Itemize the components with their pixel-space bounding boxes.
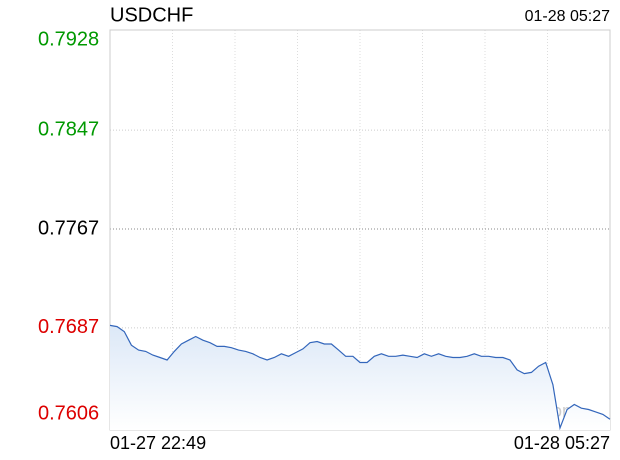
y-tick-label: 0.7606 — [38, 402, 99, 424]
y-tick-label: 0.7847 — [38, 118, 99, 140]
timestamp: 01-28 05:27 — [525, 8, 611, 25]
y-tick-label: 0.7767 — [38, 217, 99, 239]
x-tick-label: 01-28 05:27 — [514, 433, 610, 453]
chart-title: USDCHF — [110, 4, 193, 26]
x-tick-label: 01-27 22:49 — [110, 433, 206, 453]
area-fill — [110, 325, 610, 430]
price-line — [109, 324, 611, 431]
y-tick-label: 0.7928 — [38, 28, 99, 50]
y-tick-label: 0.7687 — [38, 316, 99, 338]
